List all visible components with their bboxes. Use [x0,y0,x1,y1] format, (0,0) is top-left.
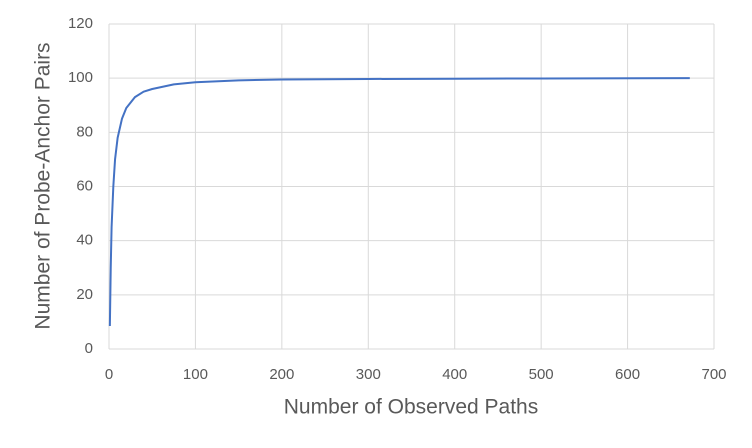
y-tick-label: 120 [68,15,93,32]
y-axis-title: Number of Probe-Anchor Pairs [32,42,55,329]
y-tick-label: 40 [76,232,93,249]
data-line [108,77,690,326]
x-axis-title: Number of Observed Paths [284,396,538,419]
x-tick-label: 300 [356,366,381,383]
y-tick-label: 0 [85,340,93,357]
x-tick-label: 600 [615,366,640,383]
y-tick-label: 100 [68,69,93,86]
x-tick-label: 400 [442,366,467,383]
y-tick-label: 20 [76,286,93,303]
x-tick-label: 100 [183,366,208,383]
x-tick-label: 500 [529,366,554,383]
y-tick-label: 60 [76,177,93,194]
y-tick-label: 80 [76,123,93,140]
x-tick-label: 700 [701,366,726,383]
x-tick-label: 0 [105,366,113,383]
x-tick-label: 200 [269,366,294,383]
